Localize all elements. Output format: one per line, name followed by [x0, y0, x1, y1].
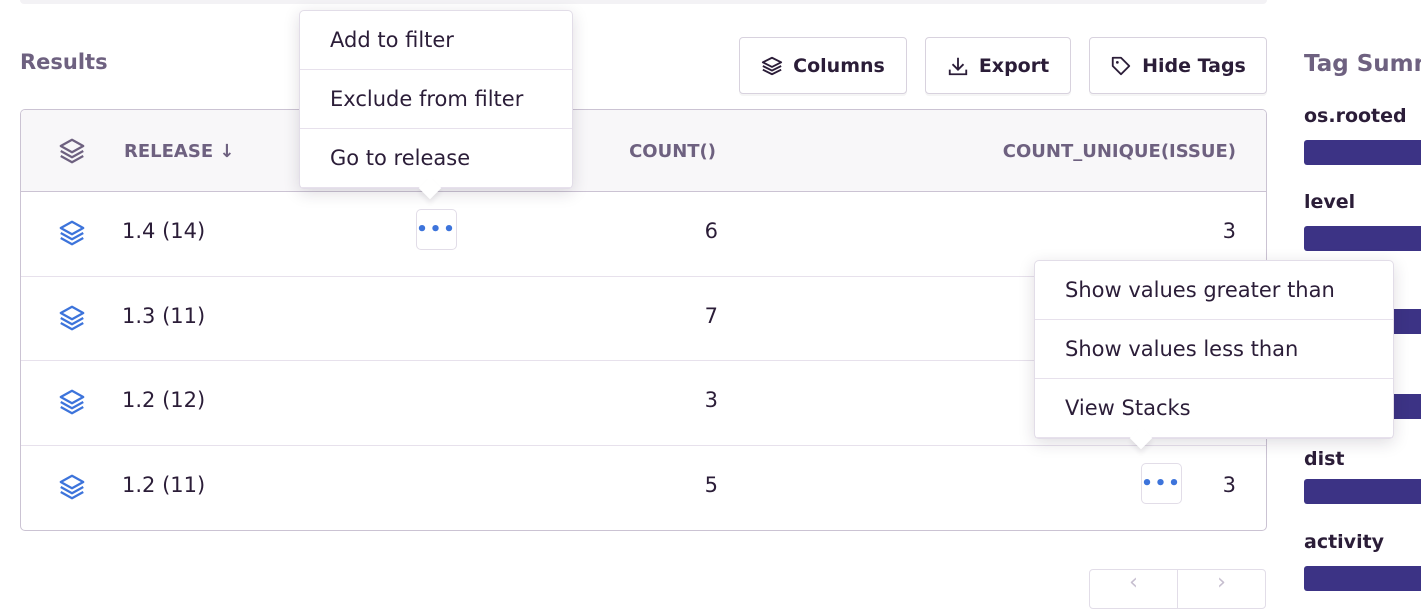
hide-tags-button[interactable]: Hide Tags	[1089, 37, 1267, 94]
columns-label: Columns	[793, 54, 885, 77]
tag-summary-title: Tag Summary	[1304, 51, 1421, 77]
table-header: RELEASE ↓ COUNT() COUNT_UNIQUE(ISSUE)	[21, 110, 1266, 192]
menu-item-show-greater[interactable]: Show values greater than	[1035, 261, 1393, 320]
menu-item-go-to-release[interactable]: Go to release	[300, 129, 572, 188]
tag-label: level	[1304, 191, 1356, 213]
count-context-menu: Show values greater than Show values les…	[1034, 260, 1394, 450]
release-context-menu: Add to filter Exclude from filter Go to …	[299, 10, 573, 200]
release-cell[interactable]: 1.3 (11)	[122, 303, 206, 328]
tag-bar[interactable]	[1304, 566, 1421, 591]
tag-bar[interactable]	[1304, 479, 1421, 504]
menu-item-view-stacks[interactable]: View Stacks	[1035, 379, 1393, 438]
tag-icon	[1111, 56, 1131, 75]
column-header-count-unique[interactable]: COUNT_UNIQUE(ISSUE)	[1002, 141, 1236, 162]
column-header-release[interactable]: RELEASE ↓	[124, 141, 235, 162]
count-cell: 7	[704, 303, 718, 328]
tag-label: dist	[1304, 448, 1345, 470]
sort-desc-icon: ↓	[219, 141, 235, 162]
results-table: RELEASE ↓ COUNT() COUNT_UNIQUE(ISSUE) 1.…	[20, 109, 1267, 531]
release-cell[interactable]: 1.2 (12)	[122, 388, 206, 412]
hide-tags-label: Hide Tags	[1142, 54, 1246, 77]
export-button[interactable]: Export	[925, 37, 1071, 94]
release-header-label: RELEASE	[124, 141, 214, 162]
release-cell[interactable]: 1.4 (14)	[122, 219, 206, 243]
layers-icon	[59, 138, 85, 164]
release-cell-actions-button[interactable]: •••	[416, 209, 457, 250]
next-page-button[interactable]: ›	[1177, 569, 1266, 609]
tag-label: os.rooted	[1304, 105, 1407, 127]
layers-icon	[762, 56, 783, 75]
menu-item-exclude-from-filter[interactable]: Exclude from filter	[300, 70, 572, 129]
release-cell[interactable]: 1.2 (11)	[122, 472, 206, 497]
table-row: 1.3 (11) 7	[21, 277, 1266, 361]
count-cell: 5	[704, 472, 718, 497]
download-icon	[948, 57, 967, 75]
table-row: 1.2 (11) 5 3 •••	[21, 446, 1266, 531]
count-cell-actions-button[interactable]: •••	[1141, 462, 1182, 504]
prev-page-button[interactable]: ‹	[1089, 569, 1178, 609]
release-icon	[59, 305, 85, 330]
column-header-count[interactable]: COUNT()	[629, 141, 716, 162]
table-body: 1.4 (14) 6 3 ••• 1.3 (11) 7 1.2 (12) 3 1.…	[21, 192, 1266, 530]
count-cell: 3	[704, 388, 718, 412]
menu-item-show-less[interactable]: Show values less than	[1035, 320, 1393, 379]
table-row: 1.2 (12) 3	[21, 361, 1266, 446]
columns-button[interactable]: Columns	[739, 37, 907, 94]
results-title: Results	[20, 50, 108, 74]
release-icon	[59, 220, 85, 246]
export-label: Export	[978, 54, 1050, 77]
tag-label: activity	[1304, 531, 1385, 553]
menu-item-add-to-filter[interactable]: Add to filter	[300, 11, 572, 70]
count-unique-cell: 3	[1222, 472, 1236, 497]
release-icon	[59, 474, 85, 499]
tag-bar[interactable]	[1304, 140, 1421, 165]
tag-bar[interactable]	[1304, 226, 1421, 251]
table-row: 1.4 (14) 6 3 •••	[21, 192, 1266, 277]
count-cell: 6	[704, 219, 718, 243]
count-unique-cell: 3	[1222, 219, 1236, 243]
top-panel-edge	[20, 0, 1267, 4]
release-icon	[59, 389, 85, 415]
